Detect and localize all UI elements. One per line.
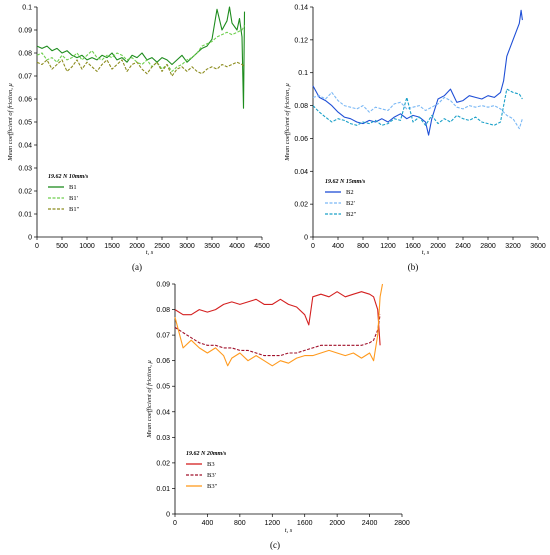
x-tick-label: 400 [332, 243, 344, 250]
x-tick-label: 3200 [505, 243, 521, 250]
y-tick-label: 0.14 [294, 5, 308, 12]
y-tick-label: 0.08 [18, 51, 32, 58]
y-tick-label: 0.07 [156, 333, 170, 340]
x-tick-label: 3600 [530, 243, 546, 250]
series-line-b1p [36, 25, 245, 72]
y-tick-label: 0.04 [156, 409, 170, 416]
x-tick-label: 0 [35, 243, 39, 250]
y-tick-label: 0.06 [294, 136, 308, 143]
y-tick-label: 0.05 [156, 384, 170, 391]
panel-label: (a) [132, 262, 142, 272]
x-tick-label: 1600 [297, 520, 313, 527]
y-tick-label: 0 [304, 235, 308, 242]
x-tick-label: 1200 [380, 243, 396, 250]
x-tick-label: 2000 [129, 243, 145, 250]
y-tick-label: 0.05 [18, 120, 32, 127]
x-tick-label: 4000 [229, 243, 245, 250]
x-axis-label: t, s [285, 527, 293, 534]
panel-label: (c) [270, 540, 280, 550]
y-tick-label: 0.12 [294, 37, 308, 44]
y-tick-label: 0.1 [22, 5, 32, 12]
chart-panel-b: 0 400 800 1200 1600 2000 2400 2800 3200 3600 0 0.02… [284, 5, 546, 273]
y-tick-label: 0.02 [156, 460, 170, 467]
x-tick-label: 2000 [329, 520, 345, 527]
x-tick-label: 800 [234, 520, 246, 527]
y-tick-label: 0.08 [294, 103, 308, 110]
x-tick-label: 3000 [179, 243, 195, 250]
x-tick-label: 2000 [430, 243, 446, 250]
series-line-b2p [312, 91, 523, 130]
series-line-b2 [312, 9, 523, 136]
x-axis-label: t, s [146, 249, 154, 256]
legend-entry: B1 [69, 184, 77, 191]
series-line-b3 [174, 291, 381, 346]
legend-entry: B2' [346, 200, 355, 207]
x-tick-label: 0 [311, 243, 315, 250]
legend-entry: B2 [346, 189, 354, 196]
y-tick-label: 0.03 [18, 166, 32, 173]
x-tick-label: 800 [357, 243, 369, 250]
series-line-b3pp [174, 283, 384, 367]
x-tick-label: 400 [202, 520, 214, 527]
legend-title: 19.62 N 20mm/s [186, 451, 227, 457]
y-tick-label: 0.09 [156, 282, 170, 289]
y-tick-label: 0.01 [156, 486, 170, 493]
x-tick-label: 2400 [455, 243, 471, 250]
legend-entry: B1' [69, 195, 78, 202]
y-tick-label: 0.07 [18, 74, 32, 81]
y-tick-label: 0 [28, 235, 32, 242]
legend-entry: B3 [207, 461, 215, 468]
y-tick-label: 0 [166, 512, 170, 519]
y-tick-label: 0.03 [156, 435, 170, 442]
panel-label: (b) [408, 262, 419, 272]
chart-panel-a: 0 500 1000 1500 2000 2500 3000 3500 4000 4500 0 0.0… [7, 5, 270, 273]
series-line-b1pp [36, 59, 245, 77]
x-tick-label: 4500 [254, 243, 270, 250]
y-tick-label: 0.1 [298, 70, 308, 77]
y-tick-label: 0.06 [156, 358, 170, 365]
y-axis-label: Mean coefficient of friction, μ [146, 360, 153, 439]
x-tick-label: 1200 [264, 520, 280, 527]
x-tick-label: 3500 [204, 243, 220, 250]
x-tick-label: 2800 [480, 243, 496, 250]
y-tick-label: 0.06 [18, 97, 32, 104]
y-axis-label: Mean coefficient of friction, μ [7, 83, 14, 162]
chart-panel-c: 0 400 800 1200 1600 2000 2400 2800 0 0.01 0.02 0.03… [146, 282, 410, 551]
series-line-b3p [174, 314, 381, 357]
legend-entry: B1'' [69, 206, 79, 213]
x-axis-label: t, s [422, 249, 430, 256]
legend-entry: B3' [207, 472, 216, 479]
y-tick-label: 0.02 [18, 189, 32, 196]
y-axis-label: Mean coefficient of friction, μ [284, 83, 291, 162]
x-tick-label: 1600 [405, 243, 421, 250]
x-tick-label: 500 [56, 243, 68, 250]
legend-title: 19.62 N 10mm/s [48, 174, 89, 180]
y-tick-label: 0.08 [156, 307, 170, 314]
series-line-b2pp [312, 88, 523, 126]
y-tick-label: 0.09 [18, 28, 32, 35]
x-tick-label: 0 [173, 520, 177, 527]
y-tick-label: 0.04 [294, 169, 308, 176]
y-tick-label: 0.02 [294, 202, 308, 209]
legend-entry: B3'' [207, 483, 217, 490]
legend-title: 19.62 N 15mm/s [325, 179, 366, 185]
x-tick-label: 2500 [154, 243, 170, 250]
legend-entry: B2'' [346, 211, 356, 218]
x-tick-label: 1000 [79, 243, 95, 250]
x-tick-label: 1500 [104, 243, 120, 250]
series-line-b1 [36, 6, 246, 109]
y-tick-label: 0.04 [18, 143, 32, 150]
x-tick-label: 2800 [394, 520, 410, 527]
y-tick-label: 0.01 [18, 212, 32, 219]
x-tick-label: 2400 [362, 520, 378, 527]
